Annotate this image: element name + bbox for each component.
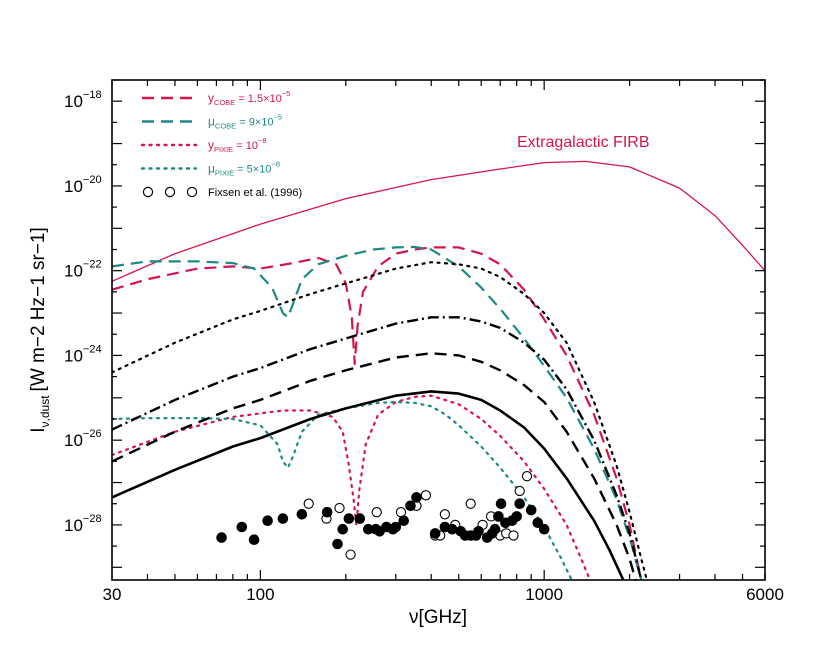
legend-label: μCOBE = 9×10−5 [208, 113, 282, 131]
series-line-6 [112, 316, 643, 580]
fixsen-filled-point [398, 515, 410, 527]
fixsen-filled-point [343, 513, 355, 524]
x-axis-title: ν[GHz] [409, 607, 467, 628]
series-line-3 [112, 394, 592, 580]
fixsen-filled-point [277, 513, 289, 524]
fixsen-open-point [395, 507, 407, 518]
fixsen-filled-point [493, 511, 504, 522]
series-line-7 [112, 352, 637, 580]
series-line-0 [112, 160, 765, 282]
series-line-4 [112, 400, 573, 580]
series-line-5 [112, 261, 648, 580]
fixsen-open-point [465, 498, 476, 509]
fixsen-filled-point [473, 526, 484, 537]
fixsen-data-markers [216, 471, 550, 560]
y-tick-label: 10−22 [64, 259, 102, 281]
fixsen-open-point [420, 490, 432, 501]
legend-item-mu_pixie: μPIXIE = 5×10−8 [140, 160, 280, 178]
fixsen-filled-point [532, 517, 544, 529]
legend-item-fixsen: Fixsen et al. (1996) [142, 186, 302, 199]
x-tick-label: 6000 [746, 585, 784, 604]
fixsen-filled-point [296, 509, 308, 520]
fixsen-filled-point [538, 523, 550, 535]
fixsen-open-point [439, 509, 451, 520]
fixsen-filled-point [332, 538, 343, 550]
x-tick-label: 1000 [525, 585, 563, 604]
fixsen-filled-point [525, 504, 537, 516]
fixsen-filled-point [390, 521, 402, 533]
legend: yCOBE = 1.5×10−5 μCOBE = 9×10−5 yPIXIE = 1… [140, 89, 302, 199]
legend-label: yPIXIE = 10−8 [208, 136, 267, 154]
fixsen-open-point [508, 530, 519, 541]
fixsen-filled-point [511, 511, 523, 522]
legend-label: μPIXIE = 5×10−8 [208, 160, 280, 178]
legend-marker [164, 186, 176, 198]
fixsen-filled-point [337, 523, 349, 535]
fixsen-open-point [521, 471, 533, 482]
fixsen-filled-point [405, 500, 416, 512]
svg-text:Iν,dust[W m−2 Hz−1 sr−1]: Iν,dust [W m−2 Hz−1 sr−1] [28, 227, 52, 433]
legend-item-mu_cobe: μCOBE = 9×10−5 [142, 113, 282, 131]
x-tick-label: 30 [103, 585, 122, 604]
fixsen-filled-point [514, 498, 526, 510]
y-tick-label: 10−24 [64, 343, 102, 365]
legend-marker [186, 186, 198, 198]
fixsen-filled-point [495, 498, 507, 510]
fixsen-filled-point [236, 521, 248, 533]
x-tick-label: 100 [246, 585, 274, 604]
fixsen-filled-point [248, 534, 260, 546]
series-layer [112, 160, 765, 580]
firb-annotation: Extragalactic FIRB [517, 134, 649, 151]
series-line-1 [112, 246, 643, 580]
y-axis-symbol: I [28, 427, 49, 432]
y-axis-title: Iν,dust [W m−2 Hz−1 sr−1] [28, 227, 52, 433]
y-axis-units: [W m−2 Hz−1 sr−1] [28, 227, 49, 391]
axis-ticks: 30 100 1000 6000 10−18 10−20 10−22 10−24 10−26 10… [64, 79, 784, 604]
fixsen-open-point [334, 502, 345, 514]
fixsen-filled-point [411, 492, 422, 503]
legend-label: Fixsen et al. (1996) [208, 187, 302, 199]
y-tick-label: 10−26 [64, 428, 102, 450]
fixsen-open-point [345, 549, 356, 560]
fixsen-filled-point [429, 528, 441, 539]
legend-item-y_pixie: yPIXIE = 10−8 [140, 136, 267, 154]
fixsen-filled-point [321, 506, 333, 518]
y-axis-subscript: ν,dust [38, 395, 52, 428]
legend-item-y_cobe: yCOBE = 1.5×10−5 [142, 89, 290, 107]
fixsen-filled-point [489, 523, 501, 535]
legend-marker [142, 186, 154, 198]
plot-frame [111, 79, 766, 581]
fixsen-open-point [303, 498, 314, 509]
fixsen-filled-point [216, 532, 227, 543]
y-tick-label: 10−18 [64, 89, 102, 111]
fixsen-open-point [514, 485, 525, 497]
series-line-2 [112, 245, 643, 580]
fixsen-filled-point [354, 513, 366, 524]
y-tick-label: 10−28 [64, 513, 102, 535]
fixsen-open-point [371, 507, 382, 518]
fixsen-filled-point [262, 515, 273, 527]
legend-label: yCOBE = 1.5×10−5 [208, 89, 290, 107]
series-line-8 [112, 390, 625, 580]
y-tick-label: 10−20 [64, 174, 102, 196]
